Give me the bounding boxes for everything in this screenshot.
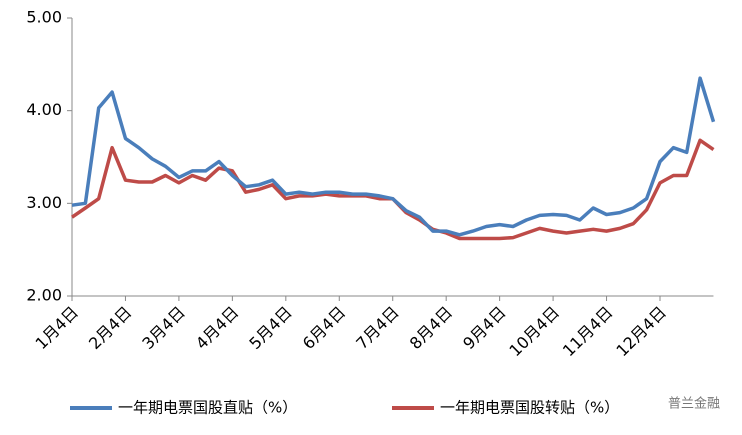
series-line xyxy=(71,76,716,237)
watermark: 普兰金融 xyxy=(668,396,720,412)
y-tick-label: 4.00 xyxy=(26,100,62,119)
x-tick-label: 6月4日 xyxy=(299,303,349,353)
legend-label: 一年期电票国股转贴（%） xyxy=(440,399,619,417)
x-tick-label: 7月4日 xyxy=(352,303,402,353)
x-tick-label: 2月4日 xyxy=(85,303,135,353)
y-tick-label: 5.00 xyxy=(26,8,62,27)
legend-label: 一年期电票国股直贴（%） xyxy=(118,399,297,417)
x-tick-label: 1月4日 xyxy=(32,303,82,353)
x-tick-label: 9月4日 xyxy=(459,303,509,353)
x-tick-label: 8月4日 xyxy=(406,303,456,353)
x-tick-label: 11月4日 xyxy=(559,303,617,361)
series-line xyxy=(71,138,715,241)
x-tick-label: 12月4日 xyxy=(612,303,670,361)
x-tick-label: 10月4日 xyxy=(505,303,563,361)
x-tick-label: 5月4日 xyxy=(245,303,295,353)
x-tick-label: 4月4日 xyxy=(192,303,242,353)
y-tick-label: 2.00 xyxy=(26,286,62,305)
y-tick-label: 3.00 xyxy=(26,193,62,212)
x-tick-label: 3月4日 xyxy=(138,303,188,353)
